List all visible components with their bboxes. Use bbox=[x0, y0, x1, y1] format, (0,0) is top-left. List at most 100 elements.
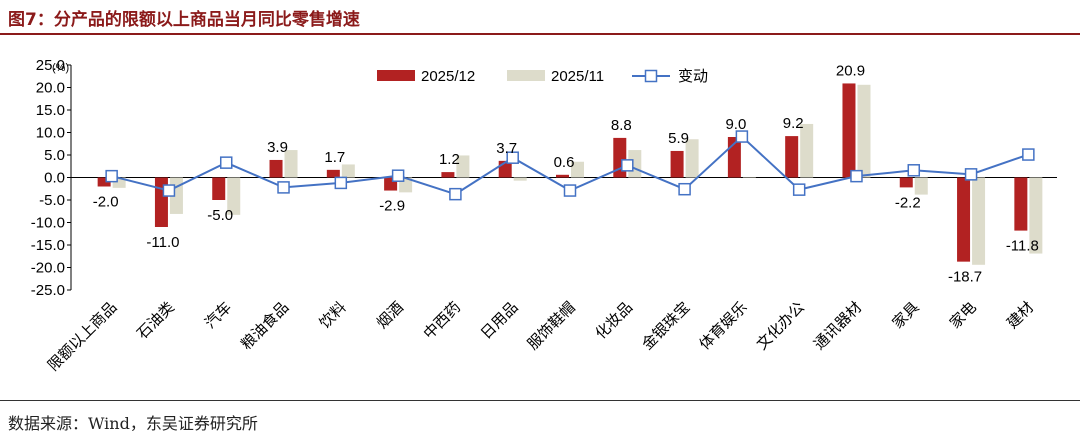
bar-2025-11 bbox=[341, 164, 355, 178]
y-tick-label: 25.0 bbox=[36, 57, 65, 74]
marker-change bbox=[678, 182, 691, 196]
data-label: 8.8 bbox=[611, 117, 632, 134]
marker-change bbox=[563, 184, 577, 197]
y-tick-label: 0.0 bbox=[44, 170, 65, 187]
marker-change bbox=[449, 187, 462, 201]
x-tick-label: 限额以上商品 bbox=[44, 298, 120, 374]
data-label: 5.9 bbox=[668, 130, 689, 147]
x-tick-label: 建材 bbox=[1003, 298, 1037, 332]
x-tick-label: 日用品 bbox=[477, 298, 522, 343]
y-tick-label: 20.0 bbox=[36, 80, 65, 97]
data-label: 0.6 bbox=[554, 154, 575, 171]
bar-2025-11 bbox=[227, 177, 241, 215]
bar-2025-12 bbox=[212, 177, 226, 200]
x-tick-label: 服饰鞋帽 bbox=[524, 298, 579, 353]
marker-change bbox=[105, 169, 118, 183]
marker-change bbox=[907, 164, 921, 177]
data-label: 1.7 bbox=[324, 149, 345, 166]
marker-change bbox=[735, 130, 749, 143]
marker-change bbox=[1022, 148, 1035, 161]
x-tick-label: 汽车 bbox=[201, 298, 235, 332]
bar-2025-12 bbox=[957, 177, 971, 262]
x-tick-label: 文化办公 bbox=[753, 298, 808, 353]
bar-2025-12 bbox=[326, 169, 340, 178]
data-label: 20.9 bbox=[836, 62, 865, 79]
bar-2025-11 bbox=[800, 123, 814, 178]
bar-2025-11 bbox=[112, 177, 126, 188]
x-tick-label: 体育娱乐 bbox=[696, 298, 751, 353]
y-axis-unit: (%) bbox=[52, 62, 69, 74]
marker-change bbox=[162, 184, 176, 197]
marker-change bbox=[850, 169, 863, 183]
y-tick-label: -10.0 bbox=[31, 215, 65, 232]
bar-2025-12 bbox=[785, 136, 799, 178]
x-tick-label: 石油类 bbox=[133, 298, 178, 343]
bar-2025-12 bbox=[441, 172, 455, 178]
y-tick-label: 15.0 bbox=[36, 102, 65, 119]
footer-divider bbox=[0, 400, 1080, 401]
y-tick-label: 10.0 bbox=[36, 125, 65, 142]
legend-marker-change bbox=[644, 69, 658, 83]
bar-2025-11 bbox=[284, 150, 298, 178]
bar-2025-11 bbox=[914, 177, 928, 195]
marker-change bbox=[391, 169, 405, 182]
bar-2025-12 bbox=[1014, 177, 1028, 231]
bar-2025-12 bbox=[899, 177, 913, 188]
bar-2025-11 bbox=[456, 155, 470, 178]
bar-2025-11 bbox=[685, 139, 699, 178]
legend-label: 2025/12 bbox=[421, 68, 475, 85]
legend-swatch-2025-11 bbox=[507, 70, 545, 81]
x-tick-label: 中西药 bbox=[420, 298, 465, 343]
chart: -25.0 -20.0 -15.0 -10.0 -5.0 0.0 5.0 10.0 15.0 20… bbox=[31, 57, 1057, 374]
x-tick-label: 家具 bbox=[889, 298, 923, 332]
x-tick-label: 饮料 bbox=[316, 298, 350, 332]
marker-change bbox=[277, 181, 290, 194]
bar-2025-11 bbox=[571, 161, 584, 178]
legend-label: 变动 bbox=[678, 67, 708, 85]
x-tick-label: 化妆品 bbox=[592, 298, 637, 343]
bar-2025-11 bbox=[513, 177, 527, 181]
title-divider bbox=[0, 33, 1080, 35]
data-source: 数据来源：Wind，东吴证券研究所 bbox=[8, 414, 258, 433]
marker-change bbox=[621, 159, 634, 172]
chart-title: 图7：分产品的限额以上商品当月同比零售增速 bbox=[8, 10, 360, 30]
marker-change bbox=[219, 156, 233, 169]
y-tick-label: 5.0 bbox=[44, 147, 65, 164]
data-label: -11.8 bbox=[1006, 238, 1039, 255]
data-label: -5.0 bbox=[207, 207, 233, 224]
x-tick-label: 金银珠宝 bbox=[638, 298, 693, 353]
y-tick-label: -20.0 bbox=[31, 260, 65, 277]
data-label: -2.9 bbox=[379, 198, 405, 215]
data-label: 9.2 bbox=[783, 115, 804, 132]
data-label: -11.0 bbox=[146, 234, 179, 251]
y-tick-label: -25.0 bbox=[31, 282, 65, 299]
legend-swatch-2025-12 bbox=[377, 70, 415, 81]
data-label: -2.2 bbox=[895, 194, 921, 211]
bar-2025-11 bbox=[742, 177, 756, 178]
bar-2025-12 bbox=[842, 83, 856, 178]
data-label: -2.0 bbox=[93, 194, 119, 211]
data-label: 9.0 bbox=[725, 116, 746, 133]
marker-change bbox=[964, 168, 978, 181]
x-tick-label: 烟酒 bbox=[373, 298, 407, 332]
bar-2025-12 bbox=[670, 150, 684, 178]
bar-2025-12 bbox=[97, 177, 111, 187]
bar-2025-11 bbox=[857, 84, 871, 178]
data-label: -18.7 bbox=[948, 269, 982, 286]
x-tick-label: 通讯器材 bbox=[810, 298, 865, 353]
marker-change bbox=[334, 176, 348, 190]
bar-2025-12 bbox=[269, 159, 283, 178]
x-tick-label: 家电 bbox=[946, 298, 980, 332]
y-tick-label: -15.0 bbox=[31, 237, 65, 254]
marker-change bbox=[506, 151, 519, 164]
bar-2025-11 bbox=[1029, 177, 1043, 254]
bar-2025-12 bbox=[556, 174, 569, 178]
data-label: 1.2 bbox=[439, 151, 460, 168]
y-tick-label: -5.0 bbox=[39, 192, 65, 209]
x-tick-label: 粮油食品 bbox=[237, 298, 292, 353]
bar-2025-11 bbox=[972, 177, 986, 265]
data-label: 3.7 bbox=[496, 140, 517, 157]
data-label: 3.9 bbox=[267, 139, 288, 156]
legend-label: 2025/11 bbox=[551, 68, 604, 85]
marker-change bbox=[792, 183, 806, 196]
